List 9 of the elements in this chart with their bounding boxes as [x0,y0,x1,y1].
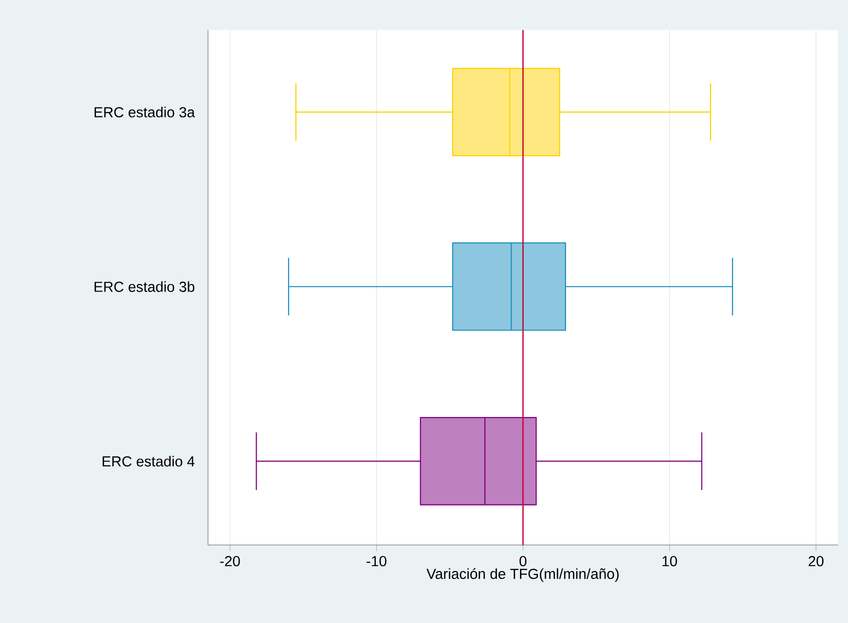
x-tick-label: 10 [662,556,678,566]
x-axis-title: Variación de TFG(ml/min/año) [426,568,619,582]
x-tick-label: 0 [520,556,526,566]
x-tick-label: -10 [366,556,386,566]
x-tick-label: 20 [808,556,824,566]
y-tick-label: ERC estadio 4 [102,456,195,467]
x-tick-label: -20 [220,556,240,566]
y-tick-label: ERC estadio 3a [94,106,195,118]
y-tick-label: ERC estadio 3b [94,281,194,292]
